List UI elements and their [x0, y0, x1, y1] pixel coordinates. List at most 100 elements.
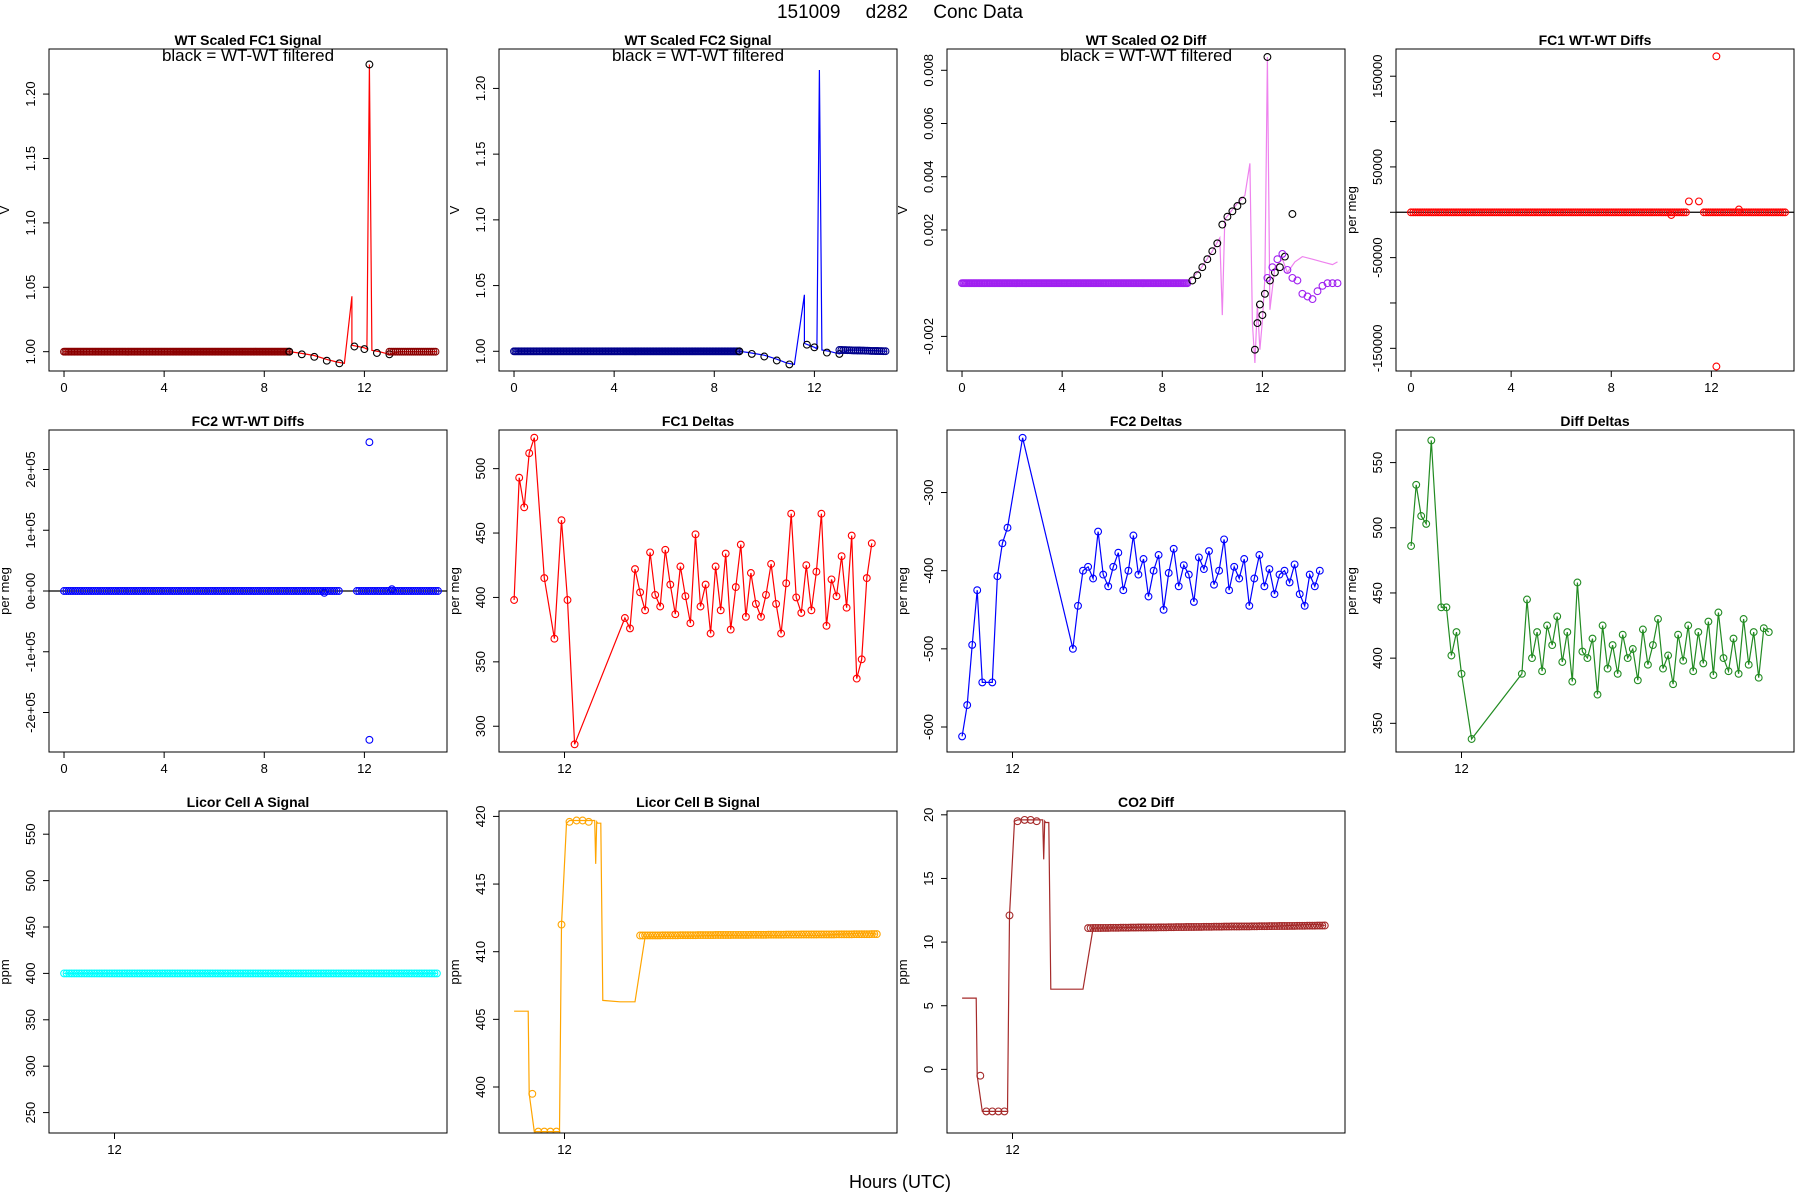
data-point	[241, 969, 250, 978]
data-point	[1159, 923, 1168, 932]
data-point	[862, 930, 871, 939]
data-point	[1734, 669, 1743, 678]
data-point	[1149, 566, 1158, 575]
data-point	[881, 347, 890, 356]
y-tick-label: 10	[921, 935, 936, 949]
data-point	[787, 509, 796, 518]
y-tick-label: -1e+05	[23, 631, 38, 672]
data-point	[1427, 436, 1436, 445]
data-point	[113, 969, 121, 978]
y-tick-label: 0.004	[921, 160, 936, 193]
data-point	[279, 969, 288, 978]
data-point	[369, 969, 378, 978]
data-point	[130, 969, 139, 978]
data-point	[405, 969, 414, 978]
data-point	[1177, 923, 1186, 932]
y-tick-label: 350	[473, 651, 488, 673]
data-point	[1212, 922, 1221, 931]
data-point	[1005, 911, 1014, 920]
y-tick-label: 0.002	[921, 214, 936, 247]
data-point	[1270, 590, 1279, 599]
data-point	[347, 969, 356, 978]
data-point	[1709, 671, 1718, 680]
data-point	[286, 969, 295, 978]
data-point	[817, 509, 826, 518]
data-point	[143, 969, 152, 978]
data-point	[1174, 582, 1183, 591]
data-point	[847, 531, 856, 540]
x-tick-label: 8	[261, 380, 268, 395]
y-axis-label: per meg	[447, 567, 462, 615]
data-point	[226, 969, 235, 978]
data-point	[822, 348, 831, 357]
data-point	[274, 969, 283, 978]
data-point	[1452, 628, 1461, 637]
data-point	[792, 930, 801, 939]
data-point	[1280, 252, 1289, 261]
data-point	[1704, 617, 1713, 626]
data-point	[77, 969, 86, 978]
data-point	[651, 931, 660, 940]
data-point	[1288, 921, 1297, 930]
data-point	[1262, 922, 1271, 931]
data-point	[550, 634, 559, 643]
data-point	[249, 969, 257, 978]
data-point	[1260, 289, 1269, 298]
data-point	[401, 347, 410, 356]
data-point	[676, 931, 685, 940]
data-point	[706, 931, 715, 940]
data-point	[653, 931, 662, 940]
y-tick-label: 350	[1370, 712, 1385, 734]
x-tick-label: 8	[261, 761, 268, 776]
data-point	[1223, 212, 1232, 221]
data-point	[830, 930, 838, 939]
data-point	[857, 930, 866, 939]
data-point	[1328, 279, 1337, 288]
plot-area	[1396, 52, 1794, 371]
data-point	[350, 342, 359, 351]
data-point	[787, 930, 796, 939]
data-point	[312, 969, 320, 978]
plot-area	[958, 433, 1324, 741]
data-point	[802, 561, 811, 570]
data-point	[681, 931, 690, 940]
data-point	[739, 930, 748, 939]
data-point	[1164, 923, 1173, 932]
data-point	[671, 931, 680, 940]
plot-area	[510, 433, 876, 749]
data-point	[832, 592, 841, 601]
data-point	[1278, 922, 1286, 930]
data-point	[686, 619, 695, 628]
data-point	[656, 931, 665, 940]
data-point	[620, 614, 629, 622]
data-point	[822, 621, 831, 630]
data-point	[261, 969, 270, 978]
data-point	[322, 356, 331, 365]
data-point	[349, 969, 358, 978]
data-point	[837, 552, 846, 561]
data-point	[429, 587, 438, 595]
data-point	[1712, 52, 1721, 61]
data-point	[1300, 921, 1309, 930]
x-tick-label: 0	[510, 380, 517, 395]
data-point	[1169, 923, 1178, 932]
panel-title: Licor Cell A Signal	[187, 794, 310, 810]
data-point	[1265, 276, 1274, 285]
y-tick-label: 1.20	[23, 81, 38, 106]
data-point	[407, 969, 416, 978]
data-point	[716, 606, 725, 615]
data-point	[425, 969, 434, 978]
data-point	[1315, 566, 1324, 575]
x-tick-label: 0	[60, 380, 67, 395]
data-point	[158, 969, 167, 978]
data-point	[170, 969, 179, 978]
data-point	[1137, 923, 1145, 932]
data-point	[1270, 922, 1279, 931]
data-point	[1032, 817, 1041, 826]
panel-title: WT Scaled FC2 Signal	[624, 32, 771, 48]
data-point	[1119, 923, 1128, 932]
data-point	[1724, 667, 1733, 676]
data-point	[1164, 569, 1173, 577]
data-point	[1020, 815, 1029, 824]
data-point	[320, 588, 329, 597]
